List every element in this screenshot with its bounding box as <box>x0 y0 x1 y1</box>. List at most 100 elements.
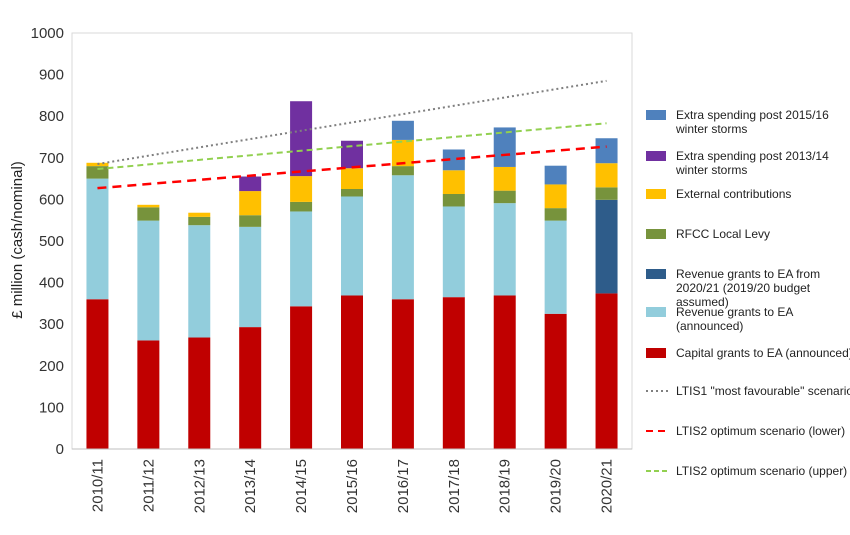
legend-label: Revenue grants to EA <box>676 305 793 319</box>
y-tick-label: 500 <box>39 233 64 250</box>
bar-segment <box>137 207 160 221</box>
legend-label: 2020/21 (2019/20 budget <box>676 281 811 295</box>
legend-label: Extra spending post 2015/16 <box>676 108 829 122</box>
legend-item: Revenue grants to EA(announced) <box>646 305 793 333</box>
bar-segment <box>595 293 618 449</box>
legend-label: Capital grants to EA (announced) <box>676 346 850 360</box>
bar-segment <box>188 337 211 449</box>
y-tick-label: 900 <box>39 67 64 84</box>
x-tick-group: 2018/19 <box>497 459 514 513</box>
bar-segment <box>595 138 618 164</box>
bar-segment <box>544 165 567 185</box>
legend-label: assumed) <box>676 295 729 309</box>
bar-segment <box>442 170 465 194</box>
bar-segment <box>341 189 363 197</box>
legend-swatch <box>646 189 666 199</box>
x-tick-label: 2020/21 <box>599 459 616 513</box>
bar-segment <box>391 120 414 140</box>
x-tick-group: 2015/16 <box>344 459 361 513</box>
bar-segment <box>188 225 211 338</box>
legend-label: (announced) <box>676 319 743 333</box>
bar-segment <box>442 149 465 171</box>
y-tick-label: 0 <box>56 441 64 458</box>
legend-label: LTIS2 optimum scenario (lower) <box>676 424 845 438</box>
bar-segment <box>239 191 262 216</box>
bar-segment <box>391 139 414 167</box>
bar-segment <box>137 220 160 341</box>
x-tick-label: 2014/15 <box>293 459 310 513</box>
bar-segment <box>595 199 618 294</box>
x-tick-label: 2012/13 <box>191 459 208 513</box>
legend-swatch <box>646 348 666 358</box>
y-tick-label: 400 <box>39 275 64 292</box>
y-tick-label: 1000 <box>31 25 64 42</box>
bar-segment <box>239 226 262 328</box>
legend-label: Extra spending post 2013/14 <box>676 149 829 163</box>
legend-item: LTIS2 optimum scenario (lower) <box>646 424 845 438</box>
legend-swatch <box>646 229 666 239</box>
bar-segment <box>595 187 618 200</box>
x-tick-label: 2015/16 <box>344 459 361 513</box>
bar-segment <box>290 176 313 202</box>
bar-segment <box>86 162 109 167</box>
bar-segment <box>239 215 262 227</box>
x-tick-group: 2011/12 <box>140 459 157 512</box>
x-tick-group: 2012/13 <box>191 459 208 513</box>
x-tick-group: 2013/14 <box>242 459 259 513</box>
x-tick-label: 2018/19 <box>497 459 514 513</box>
legend-swatch <box>646 151 666 161</box>
bar-segment <box>544 220 567 314</box>
legend-item: RFCC Local Levy <box>646 227 770 241</box>
bar-segment <box>86 299 109 449</box>
legend-swatch <box>646 269 666 279</box>
bar-segment <box>442 206 465 298</box>
bar-segment <box>493 190 516 204</box>
legend-label: LTIS2 optimum scenario (upper) <box>676 464 847 478</box>
bar-segment <box>595 163 618 188</box>
bar-segment <box>544 184 567 209</box>
bar-segment <box>239 176 262 192</box>
y-axis-title: £ million (cash/nominal) <box>9 161 26 319</box>
bar-segment <box>341 196 363 296</box>
bar-segment <box>341 140 363 169</box>
legend-label: LTIS1 "most favourable" scenario <box>676 384 850 398</box>
x-tick-group: 2016/17 <box>395 459 412 513</box>
y-axis-title-group: £ million (cash/nominal) <box>9 161 26 319</box>
x-tick-group: 2020/21 <box>599 459 616 513</box>
x-tick-group: 2019/20 <box>548 459 565 513</box>
x-tick-label: 2013/14 <box>242 459 259 513</box>
bar-segment <box>137 204 160 208</box>
bar-segment <box>86 166 109 179</box>
bar-segment <box>391 166 414 176</box>
bar-segment <box>493 203 516 296</box>
bar-segment <box>239 327 262 449</box>
bar-segment <box>391 175 414 300</box>
bar-segment <box>188 212 211 217</box>
y-tick-label: 800 <box>39 108 64 125</box>
legend-label: winter storms <box>675 163 747 177</box>
bar-segment <box>290 306 313 449</box>
x-tick-label: 2010/11 <box>89 459 106 512</box>
x-tick-group: 2014/15 <box>293 459 310 513</box>
bar-segment <box>493 166 516 191</box>
x-tick-label: 2016/17 <box>395 459 412 513</box>
y-tick-label: 600 <box>39 191 64 208</box>
legend-swatch <box>646 110 666 120</box>
legend-item: LTIS2 optimum scenario (upper) <box>646 464 847 478</box>
plot-area: 0 100 200 300 400 500 600 700 800 900 1000 2010/11 2… <box>31 25 633 513</box>
bar-segment <box>290 211 313 307</box>
x-tick-group: 2010/11 <box>89 459 106 512</box>
x-tick-label: 2011/12 <box>140 459 157 512</box>
bar-segment <box>86 178 109 300</box>
x-tick-label: 2019/20 <box>548 459 565 513</box>
x-tick-label: 2017/18 <box>446 459 463 513</box>
bar-segment <box>137 340 160 449</box>
bar-segment <box>544 313 567 449</box>
legend-label: winter storms <box>675 122 747 136</box>
legend-label: External contributions <box>676 187 791 201</box>
